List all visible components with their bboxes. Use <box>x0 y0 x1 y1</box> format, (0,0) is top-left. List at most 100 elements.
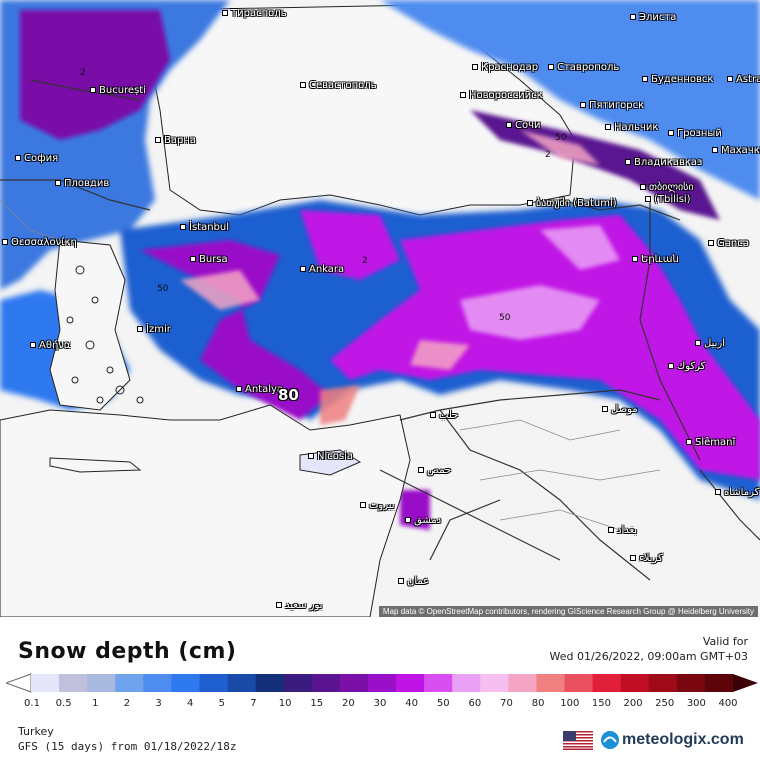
city-label[interactable]: بور سعيد <box>276 600 322 611</box>
scale-swatch <box>115 674 144 692</box>
scale-swatch <box>283 674 313 692</box>
scale-swatch <box>87 674 116 692</box>
city-label[interactable]: Сочи <box>506 120 541 131</box>
city-label[interactable]: بغداد <box>608 525 637 536</box>
city-label[interactable]: București <box>90 85 146 96</box>
city-label[interactable]: თბილისი <box>640 182 694 193</box>
scale-tick-label: 20 <box>341 698 355 709</box>
contour-label: 2 <box>80 68 86 78</box>
city-label[interactable]: موصل <box>602 404 638 415</box>
scale-tick-label: 4 <box>186 698 194 709</box>
scale-tick-label: 400 <box>718 698 738 709</box>
scale-tick-label: 15 <box>310 698 324 709</box>
city-label[interactable]: Севастополь <box>300 80 377 91</box>
city-label[interactable]: Элиста <box>630 12 676 23</box>
city-label[interactable]: Astra <box>727 74 760 85</box>
map-attribution[interactable]: Map data © OpenStreetMap contributors, r… <box>378 606 758 617</box>
city-label[interactable]: Варна <box>155 135 196 146</box>
city-label[interactable]: Gəncə <box>708 238 749 249</box>
scale-swatch <box>564 674 594 692</box>
city-label[interactable]: ბათუმი (Batumi) <box>527 198 617 209</box>
city-label[interactable]: Antalya <box>236 384 283 395</box>
max-snow-depth-label: 80 <box>278 386 299 404</box>
scale-swatch <box>339 674 369 692</box>
scale-swatch <box>143 674 172 692</box>
city-label[interactable]: Буденновск <box>642 74 713 85</box>
city-label[interactable]: عمان <box>398 576 429 587</box>
scale-tick-label: 250 <box>655 698 675 709</box>
scale-tick-label: 7 <box>250 698 257 709</box>
scale-swatch <box>452 674 481 692</box>
scale-tick-label: 0.5 <box>55 698 72 709</box>
city-label[interactable]: دمشق <box>405 515 441 526</box>
city-label[interactable]: (Tbilisi) <box>645 194 691 205</box>
city-label[interactable]: Новороссийск <box>460 90 543 101</box>
city-label[interactable]: Тирасполь <box>222 8 287 19</box>
scale-tick-label: 3 <box>155 698 162 709</box>
us-flag-icon[interactable] <box>563 731 593 750</box>
city-label[interactable]: Махачка <box>712 145 760 156</box>
scale-tick-label: 50 <box>436 698 450 709</box>
meteologix-icon <box>601 731 619 749</box>
city-label[interactable]: Грозный <box>668 128 722 139</box>
legend-title: Snow depth (cm) <box>18 639 237 664</box>
scale-tick-label: 70 <box>500 698 513 709</box>
scale-tick-label: 5 <box>218 698 225 709</box>
scale-arrow-left <box>6 673 32 693</box>
city-label[interactable]: İzmir <box>137 324 171 335</box>
city-label[interactable]: Nicosia <box>308 451 353 462</box>
legend-panel: Snow depth (cm) Valid for Wed 01/26/2022… <box>0 617 760 760</box>
city-label[interactable]: اربيل <box>695 338 725 349</box>
black-sea <box>149 4 576 216</box>
region-label: Turkey <box>18 725 54 738</box>
city-label[interactable]: Ankara <box>300 264 344 275</box>
scale-arrow-right <box>733 674 758 692</box>
contour-label: 50 <box>157 284 169 294</box>
city-label[interactable]: İstanbul <box>180 222 229 233</box>
city-label[interactable]: Пятигорск <box>580 100 644 111</box>
brand-logo[interactable]: meteologix.com <box>600 729 744 751</box>
city-label[interactable]: Нальчик <box>605 122 658 133</box>
scale-swatch <box>396 674 425 692</box>
scale-tick-label: 40 <box>405 698 418 709</box>
city-label[interactable]: بيروت <box>360 500 395 511</box>
scale-swatch <box>311 674 341 692</box>
scale-swatch <box>227 674 257 692</box>
scale-swatch <box>59 674 88 692</box>
city-label[interactable]: حمص <box>418 465 451 476</box>
valid-for-label: Valid for <box>702 635 748 648</box>
city-label[interactable]: كربلاء <box>630 553 663 564</box>
city-label[interactable]: Владикавказ <box>625 157 702 168</box>
city-label[interactable]: София <box>15 153 58 164</box>
scale-tick-label: 80 <box>531 698 545 709</box>
contour-label: 2 <box>362 256 368 266</box>
color-scale-bar <box>6 673 758 693</box>
city-label[interactable]: Երևան <box>632 254 679 265</box>
city-label[interactable]: Краснодар <box>472 62 538 73</box>
scale-tick-label: 100 <box>560 698 580 709</box>
mediterranean-sea <box>0 404 411 617</box>
scale-swatch <box>367 674 397 692</box>
contour-label: 2 <box>545 150 551 160</box>
scale-tick-label: 150 <box>591 698 611 709</box>
scale-swatch <box>199 674 229 692</box>
snow-depth-map[interactable]: 50 50 2 2 50 2 Тирасполь Элиста Bucureșt… <box>0 0 760 617</box>
scale-swatch <box>480 674 509 692</box>
model-run-label: GFS (15 days) from 01/18/2022/18z <box>18 740 237 753</box>
scale-swatch <box>704 674 734 692</box>
scale-swatch <box>171 674 200 692</box>
scale-swatch <box>648 674 678 692</box>
scale-tick-label: 0.1 <box>24 698 40 709</box>
scale-swatch <box>536 674 566 692</box>
city-label[interactable]: Αθήνα <box>30 340 70 351</box>
city-label[interactable]: Ставрополь <box>548 62 619 73</box>
city-label[interactable]: Bursa <box>190 254 228 265</box>
contour-label: 50 <box>499 313 511 323</box>
city-label[interactable]: Пловдив <box>55 178 109 189</box>
city-label[interactable]: Θεσσαλονίκη <box>2 237 77 248</box>
city-label[interactable]: كرماشاه <box>715 487 759 498</box>
city-label[interactable]: كركوك <box>668 361 705 372</box>
city-label[interactable]: Slêmanî <box>686 437 735 448</box>
scale-swatch <box>31 674 60 692</box>
city-label[interactable]: حلب <box>430 410 458 421</box>
